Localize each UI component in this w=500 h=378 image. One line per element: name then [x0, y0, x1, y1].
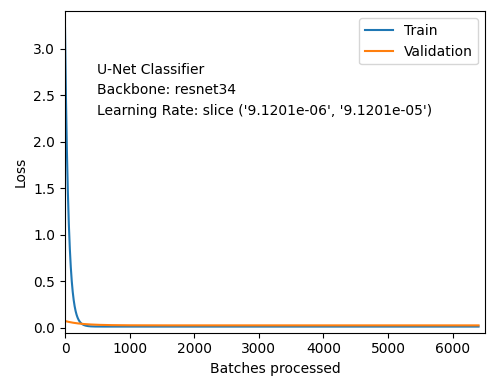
Line: Train: Train [65, 28, 478, 327]
Train [468, 324, 473, 329]
Train [423, 324, 429, 329]
Train [62, 26, 68, 30]
X-axis label: Batches processed: Batches processed [210, 362, 340, 376]
Train [134, 324, 140, 329]
Train [238, 324, 244, 329]
Y-axis label: Loss: Loss [14, 157, 28, 187]
Validation [134, 323, 140, 328]
Train [220, 324, 226, 329]
Validation [468, 323, 473, 328]
Line: Validation: Validation [65, 321, 478, 325]
Validation [220, 323, 226, 328]
Train [476, 324, 482, 329]
Validation [423, 323, 429, 328]
Validation [476, 323, 482, 328]
Validation [238, 323, 244, 328]
Legend: Train, Validation: Train, Validation [359, 18, 478, 64]
Validation [109, 323, 115, 327]
Train [216, 324, 222, 329]
Train [109, 324, 115, 329]
Validation [62, 319, 68, 323]
Text: U-Net Classifier
Backbone: resnet34
Learning Rate: slice ('9.1201e-06', '9.1201e: U-Net Classifier Backbone: resnet34 Lear… [98, 63, 432, 118]
